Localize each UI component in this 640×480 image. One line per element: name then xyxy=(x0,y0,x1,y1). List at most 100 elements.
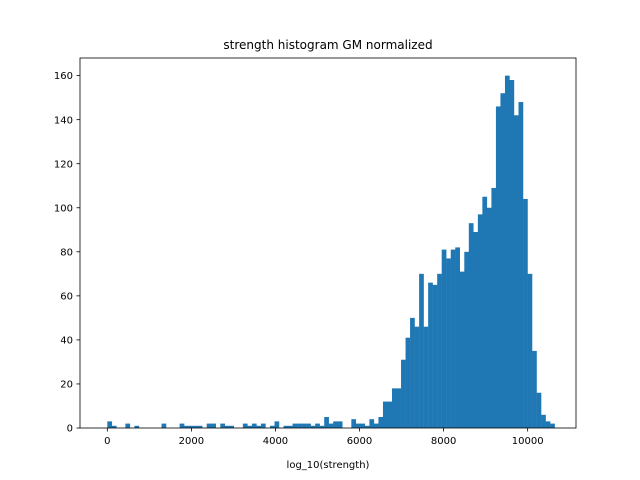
y-tick-label: 40 xyxy=(60,336,73,347)
histogram-bar xyxy=(107,421,113,428)
histogram-bars xyxy=(107,75,555,429)
histogram-bar xyxy=(491,187,497,428)
histogram-bar xyxy=(419,273,424,428)
y-tick-label: 60 xyxy=(60,291,73,302)
histogram-bar xyxy=(527,273,533,428)
histogram-bar xyxy=(532,350,537,428)
x-tick-label: 0 xyxy=(104,436,110,447)
histogram-bar xyxy=(495,106,501,428)
histogram-bar xyxy=(328,423,334,428)
histogram-bar xyxy=(405,337,411,428)
histogram-bar xyxy=(432,284,438,428)
histogram-bar xyxy=(355,423,361,428)
histogram-bar xyxy=(188,425,194,428)
histogram-bar xyxy=(315,423,320,428)
histogram-bar xyxy=(550,423,555,428)
y-tick-label: 160 xyxy=(54,71,73,82)
histogram-bar xyxy=(423,326,429,428)
histogram-bar xyxy=(401,359,406,428)
x-axis-ticks: 0 2000 4000 6000 8000 10000 xyxy=(104,428,544,447)
histogram-bar xyxy=(310,425,316,428)
histogram-bar xyxy=(509,80,515,429)
histogram-bar xyxy=(256,425,262,428)
histogram-bar xyxy=(414,326,420,428)
histogram-bar xyxy=(206,423,212,428)
histogram-bar xyxy=(477,214,483,428)
x-tick-label: 6000 xyxy=(347,436,372,447)
histogram-bar xyxy=(229,425,235,428)
chart-title: strength histogram GM normalized xyxy=(223,38,432,52)
histogram-bar xyxy=(459,271,465,428)
y-tick-label: 0 xyxy=(67,424,73,435)
histogram-bar xyxy=(373,423,379,428)
histogram-bar xyxy=(450,249,456,428)
histogram-bar xyxy=(364,425,370,428)
x-tick-label: 2000 xyxy=(179,436,204,447)
histogram-bar xyxy=(224,425,230,428)
histogram-bar xyxy=(437,273,442,428)
histogram-bar xyxy=(292,423,298,428)
x-tick-label: 8000 xyxy=(431,436,456,447)
histogram-bar xyxy=(306,423,311,428)
histogram-bar xyxy=(297,423,302,428)
histogram-bar xyxy=(274,421,280,428)
y-tick-label: 140 xyxy=(54,115,73,126)
histogram-bar xyxy=(179,423,185,428)
x-tick-label: 4000 xyxy=(263,436,288,447)
histogram-bar xyxy=(211,423,216,428)
histogram-bar xyxy=(369,419,375,428)
histogram-bar xyxy=(288,425,293,428)
histogram-bar xyxy=(545,421,551,428)
plot-frame xyxy=(79,57,577,429)
histogram-bar xyxy=(482,196,488,428)
histogram-bar xyxy=(134,425,140,428)
histogram-bar xyxy=(333,421,338,428)
histogram-bar xyxy=(396,388,402,428)
histogram-bar xyxy=(111,425,117,428)
histogram-bar xyxy=(504,75,510,428)
histogram-bar xyxy=(382,401,388,428)
histogram-bar xyxy=(351,419,357,428)
histogram-bar xyxy=(518,102,524,429)
histogram-bar xyxy=(464,251,470,428)
histogram-bar xyxy=(197,425,203,428)
histogram-bar xyxy=(378,416,384,428)
histogram-bar xyxy=(500,93,506,428)
histogram-bar xyxy=(360,423,366,428)
y-tick-label: 100 xyxy=(54,203,73,214)
histogram-bar xyxy=(242,423,248,428)
histogram-bar xyxy=(455,247,460,428)
histogram-bar xyxy=(324,416,329,428)
histogram-bar xyxy=(391,388,397,428)
histogram-bar xyxy=(161,423,167,428)
y-axis-ticks: 0 20 40 60 80 100 120 140 160 xyxy=(54,71,80,435)
histogram-bar xyxy=(269,425,275,428)
histogram-bar xyxy=(319,425,325,428)
y-tick-label: 80 xyxy=(60,247,73,258)
histogram-bar xyxy=(428,282,433,428)
histogram-bar xyxy=(541,414,546,428)
histogram-bar xyxy=(125,423,131,428)
histogram-bar xyxy=(184,425,189,428)
histogram-bar xyxy=(536,392,542,428)
histogram-bar xyxy=(387,401,393,428)
histogram-bar xyxy=(251,423,257,428)
histogram-bar xyxy=(260,423,266,428)
x-axis-label: log_10(strength) xyxy=(287,460,370,471)
y-tick-label: 120 xyxy=(54,159,73,170)
histogram-bar xyxy=(337,421,343,428)
histogram-bar xyxy=(410,317,415,428)
y-tick-label: 20 xyxy=(60,380,73,391)
histogram-bar xyxy=(283,425,289,428)
histogram-bar xyxy=(523,198,528,428)
histogram-bar xyxy=(441,249,447,428)
histogram-bar xyxy=(468,223,474,428)
histogram-bar xyxy=(514,115,519,428)
histogram-bar xyxy=(247,425,253,428)
histogram-bar xyxy=(301,423,307,428)
histogram-bar xyxy=(193,425,198,428)
histogram-bar xyxy=(473,231,479,428)
x-tick-label: 10000 xyxy=(512,436,544,447)
